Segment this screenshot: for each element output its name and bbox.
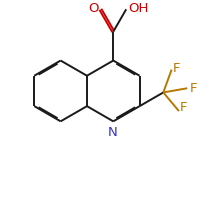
Text: OH: OH (128, 2, 149, 15)
Text: F: F (173, 62, 180, 75)
Text: O: O (88, 2, 99, 15)
Text: F: F (180, 101, 187, 114)
Text: N: N (107, 126, 117, 139)
Text: F: F (190, 82, 197, 95)
